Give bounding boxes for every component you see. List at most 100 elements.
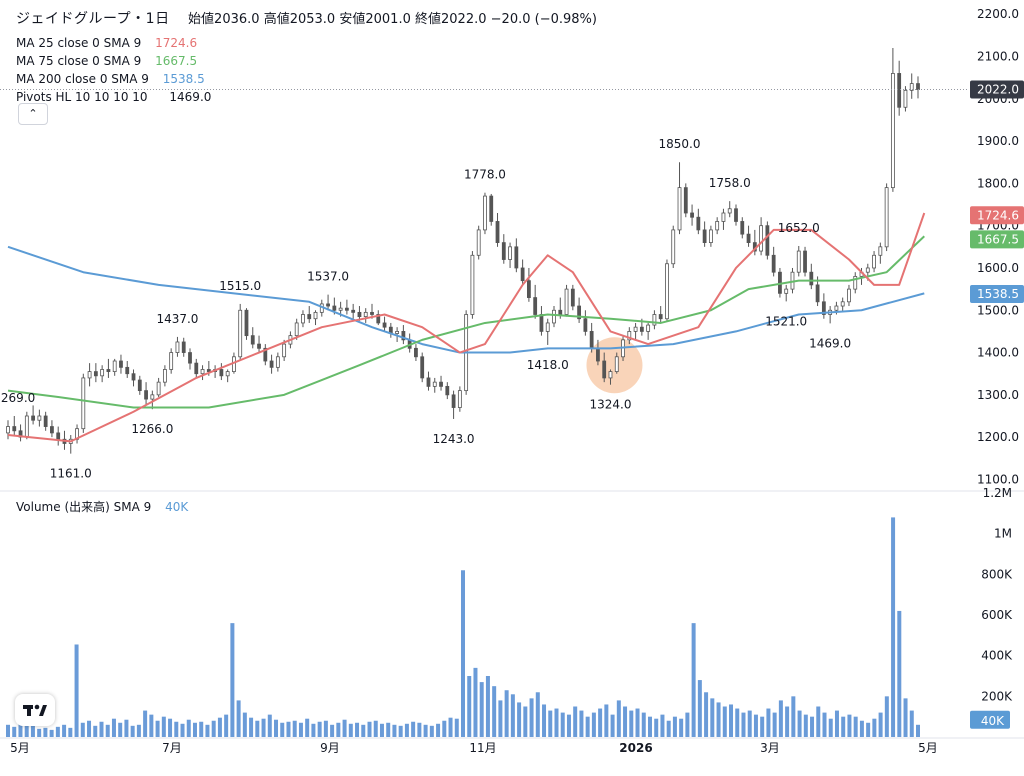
volume-bar — [654, 718, 659, 737]
candle — [533, 284, 538, 319]
legend-title-row: ジェイドグループ・1日 始値2036.0 高値2053.0 安値2001.0 終… — [16, 10, 597, 29]
volume-bar — [136, 724, 141, 737]
candle — [395, 327, 400, 342]
volume-bar — [373, 720, 378, 737]
ma75-value: 1667.5 — [155, 54, 198, 68]
volume-bar — [217, 717, 222, 737]
svg-text:2022.0: 2022.0 — [977, 83, 1019, 97]
candle — [520, 259, 525, 285]
volume-bar — [909, 710, 914, 737]
volume-bar — [623, 706, 628, 737]
volume-bar — [398, 725, 403, 737]
time-tick-label: 2026 — [619, 741, 652, 755]
volume-bar — [672, 716, 677, 737]
volume-bar — [186, 719, 191, 737]
price-axis-bg — [968, 0, 1024, 740]
candle — [432, 377, 437, 393]
candle — [119, 354, 123, 374]
candle — [162, 365, 167, 387]
candle — [457, 386, 462, 412]
volume-bar — [280, 722, 285, 737]
volume-bar — [448, 717, 453, 737]
candle — [539, 306, 544, 336]
volume-bar — [111, 718, 116, 737]
last-price-badge: 2022.0 — [970, 80, 1024, 99]
volume-bar — [323, 720, 328, 737]
volume-bar — [517, 702, 522, 737]
highlight-circle — [586, 337, 643, 394]
candle — [784, 284, 789, 302]
volume-bar — [43, 727, 48, 737]
candle — [144, 382, 148, 406]
open-label: 始値 — [188, 12, 215, 27]
candle — [382, 316, 387, 332]
volume-bar — [267, 714, 272, 737]
candle — [43, 411, 48, 431]
volume-bar — [616, 700, 621, 737]
volume-bar — [872, 718, 877, 737]
volume-bar — [37, 728, 42, 737]
candle — [451, 390, 456, 419]
candle — [81, 373, 86, 433]
high-value: 2053.0 — [289, 12, 336, 27]
candle — [238, 303, 243, 362]
volume-bar — [130, 725, 135, 737]
volume-bar — [853, 716, 858, 737]
ma200-badge: 1538.5 — [970, 284, 1024, 303]
collapse-legend-button[interactable]: ⌃ — [18, 103, 48, 125]
pivots-value: 1469.0 — [169, 90, 212, 104]
volume-bar — [585, 716, 590, 737]
tradingview-logo-icon — [23, 704, 47, 716]
candle — [897, 60, 902, 116]
pivots-legend[interactable]: Pivots HL 10 10 10 10 1469.0 — [16, 88, 211, 107]
candle — [68, 435, 73, 454]
volume-bar — [6, 724, 10, 737]
candle — [169, 348, 174, 374]
volume-bar — [461, 570, 465, 737]
volume-bar — [143, 710, 148, 737]
volume-bar — [828, 718, 833, 737]
candle — [376, 310, 381, 326]
candle — [351, 303, 356, 319]
volume-bar — [535, 692, 540, 737]
candle — [106, 358, 111, 378]
volume-bar — [473, 667, 478, 737]
ma200-legend[interactable]: MA 200 close 0 SMA 9 1538.5 — [16, 70, 205, 89]
candle — [175, 336, 180, 357]
volume-bar — [647, 716, 652, 737]
volume-bar — [729, 704, 734, 737]
volume-bar — [591, 712, 596, 737]
volume-bar — [523, 706, 528, 737]
volume-tick-label: 400K — [981, 649, 1013, 663]
candle — [219, 363, 224, 381]
candle — [313, 310, 318, 326]
volume-bar — [548, 710, 553, 737]
volume-bar — [93, 725, 98, 737]
volume-bar — [211, 720, 216, 737]
ma75-legend[interactable]: MA 75 close 0 SMA 9 1667.5 — [16, 52, 197, 71]
volume-bar — [510, 694, 515, 737]
candle — [12, 415, 17, 436]
volume-bar — [311, 723, 316, 737]
price-tick-label: 1900.0 — [977, 134, 1019, 148]
volume-tick-label: 800K — [981, 567, 1013, 581]
volume-legend[interactable]: Volume (出来高) SMA 9 40K — [16, 498, 188, 515]
candle — [715, 217, 720, 235]
volume-bar — [610, 714, 615, 737]
ma25-legend[interactable]: MA 25 close 0 SMA 9 1724.6 — [16, 34, 197, 53]
candle — [646, 322, 651, 340]
candle — [746, 225, 751, 247]
volume-bar — [710, 698, 715, 737]
volume-bar — [866, 722, 871, 737]
volume-bar — [797, 710, 802, 737]
volume-bar — [298, 722, 303, 737]
pivot-label: 1243.0 — [433, 432, 475, 446]
change-value: −20.0 (−0.98%) — [490, 12, 597, 27]
volume-bar — [330, 724, 335, 737]
candle — [828, 306, 833, 324]
candle — [18, 424, 23, 442]
ma25-value: 1724.6 — [155, 36, 198, 50]
volume-bar — [274, 719, 279, 737]
tradingview-logo[interactable] — [15, 694, 55, 726]
